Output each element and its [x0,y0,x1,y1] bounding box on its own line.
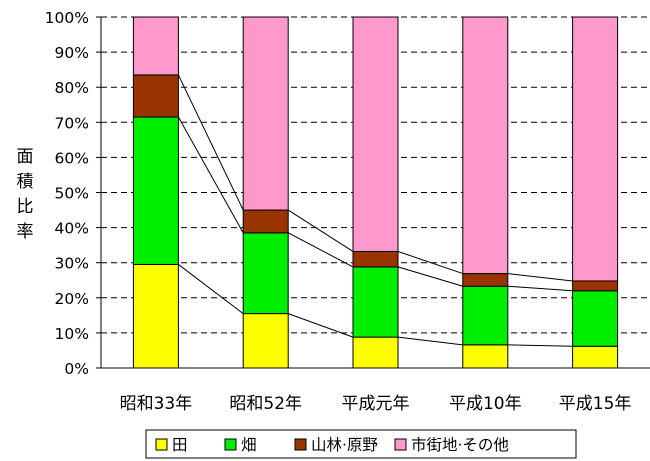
series-line [177,74,244,211]
bar-segment [352,16,399,252]
y-tick-label: 0% [64,360,89,378]
legend-swatch [224,438,237,451]
bar-segment [352,266,399,338]
bar-segment [462,285,509,346]
series-connector-lines [177,74,573,347]
x-tick-label: 平成10年 [449,394,522,414]
series-line [507,273,573,282]
legend-swatch [394,438,407,451]
x-tick-label: 平成元年 [342,394,410,414]
legend-swatch [155,438,168,451]
bar-segment [242,313,289,369]
series-line [397,250,463,275]
bar-segment [242,232,289,315]
y-axis-label-char: 面 [17,147,34,167]
series-line [507,344,573,347]
bar-segment [242,209,289,234]
y-axis-label-char: 率 [17,222,34,242]
series-line [288,313,354,338]
bar-segment [352,250,399,268]
legend-box [145,429,577,459]
bars [132,16,619,369]
bar-segment [572,16,619,282]
bar-segment [242,16,289,211]
y-tick-label: 80% [55,79,89,97]
series-line [178,264,244,314]
series-line [287,232,354,268]
bar-segment [352,336,399,369]
series-line [177,116,244,234]
series-line [507,285,573,292]
y-tick-label: 100% [45,9,89,27]
y-tick-label: 40% [55,220,89,238]
series-line [287,209,354,252]
series-line [397,266,463,287]
axes [96,16,650,369]
y-tick-label: 20% [55,290,89,308]
bar-segment [132,74,179,118]
y-tick-label: 50% [55,185,89,203]
y-tick-label: 60% [55,149,89,167]
y-axis-label-char: 比 [17,197,34,217]
bar-segment [462,16,509,275]
bar-segment [132,263,179,369]
bar-segment [132,116,179,265]
legend-label: 山林·原野 [311,436,378,454]
bar-segment [462,344,509,369]
bar-segment [132,16,179,76]
y-tick-label: 70% [55,114,89,132]
y-tick-labels: 0% 10% 20% 30% 40% 50% 60% 70% 80% 90% 100% [45,9,89,378]
bar-segment [462,273,509,287]
bar-segment [572,290,619,347]
legend-label: 畑 [241,436,257,454]
y-axis-label-text: 面積比率 [17,147,34,242]
y-tick-label: 30% [55,255,89,273]
x-tick-label: 平成15年 [559,394,632,414]
y-axis-label: 面積比率 [17,147,34,242]
y-tick-label: 90% [55,44,89,62]
bar-segment [572,280,619,292]
legend-label: 田 [172,436,188,454]
legend-swatch [294,438,307,451]
y-tick-label: 10% [55,325,89,343]
x-tick-label: 昭和52年 [229,394,302,414]
y-axis-label-char: 積 [17,172,34,192]
series-line [397,336,463,346]
bar-segment [572,345,619,369]
legend-label: 市街地·その他 [411,436,509,454]
legend: 田 畑 山林·原野 市街地·その他 [145,429,577,459]
x-tick-label: 昭和33年 [120,394,193,414]
x-tick-labels: 昭和33年 昭和52年 平成元年 平成10年 平成15年 [120,394,632,414]
